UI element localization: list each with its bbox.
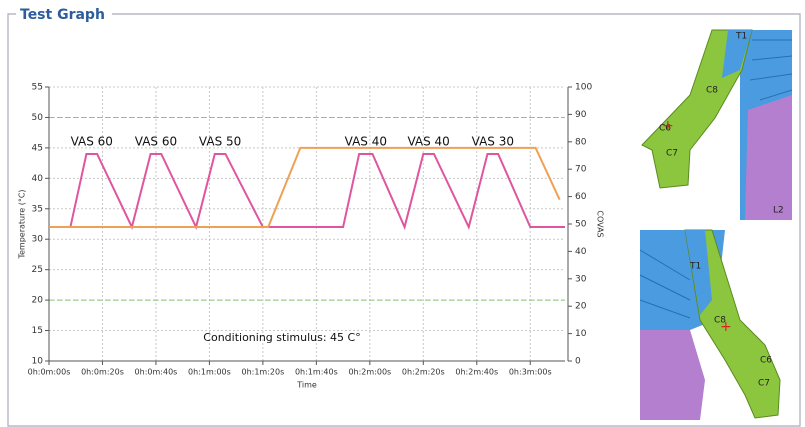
y-tick-label: 40 xyxy=(32,174,44,184)
y2-tick-label: 100 xyxy=(575,83,592,93)
dermatome-label: C7 xyxy=(758,379,770,389)
y-tick-label: 10 xyxy=(32,357,44,367)
x-tick-label: 0h:3m:00s xyxy=(509,368,552,377)
y2-tick-label: 70 xyxy=(575,165,587,175)
annotation: VAS 30 xyxy=(472,134,514,148)
panel-title: Test Graph xyxy=(20,7,105,23)
y-axis-label: Temperature (°C) xyxy=(18,189,27,259)
annotation: VAS 50 xyxy=(199,134,241,148)
series-line xyxy=(49,146,561,229)
x-tick-label: 0h:1m:40s xyxy=(295,368,338,377)
y2-tick-label: 60 xyxy=(575,192,587,202)
y2-tick-label: 50 xyxy=(575,220,587,230)
y2-tick-label: 0 xyxy=(575,357,581,367)
annotation: VAS 60 xyxy=(135,134,177,148)
x-axis-label: Time xyxy=(296,381,317,390)
y2-tick-label: 80 xyxy=(575,137,587,147)
y-tick-label: 30 xyxy=(32,235,44,245)
y-tick-label: 55 xyxy=(32,83,43,93)
y-tick-label: 50 xyxy=(32,113,44,123)
dermatome-label: C6 xyxy=(760,356,772,366)
y-tick-label: 15 xyxy=(32,326,43,336)
dermatome-label: T1 xyxy=(689,262,701,272)
y-tick-label: 25 xyxy=(32,265,43,275)
x-tick-label: 0h:2m:00s xyxy=(348,368,391,377)
x-tick-label: 0h:1m:00s xyxy=(188,368,231,377)
dermatome-label: C8 xyxy=(714,316,726,326)
annotation: VAS 60 xyxy=(71,134,113,148)
x-tick-label: 0h:1m:20s xyxy=(241,368,284,377)
y2-tick-label: 30 xyxy=(575,274,587,284)
annotation: VAS 40 xyxy=(407,134,449,148)
dermatome-label: C7 xyxy=(666,149,678,159)
series-line xyxy=(49,152,565,231)
y2-tick-label: 40 xyxy=(575,247,587,257)
y2-tick-label: 20 xyxy=(575,302,587,312)
plot-area xyxy=(49,87,565,361)
body-map-lower xyxy=(639,229,781,420)
annotation: VAS 40 xyxy=(345,134,387,148)
y-tick-label: 45 xyxy=(32,143,43,153)
x-tick-label: 0h:2m:20s xyxy=(402,368,445,377)
dermatome-label: C8 xyxy=(706,86,718,96)
body-map-upper xyxy=(641,29,793,220)
marker: + xyxy=(720,319,732,335)
x-tick-label: 0h:0m:40s xyxy=(135,368,178,377)
note: Conditioning stimulus: 45 C° xyxy=(203,331,360,344)
x-tick-label: 0h:2m:40s xyxy=(455,368,498,377)
dermatome-label: L2 xyxy=(773,206,784,216)
dermatome-label: C6 xyxy=(659,124,671,134)
y2-tick-label: 90 xyxy=(575,110,587,120)
marker: + xyxy=(662,118,674,134)
dermatome-label: T1 xyxy=(735,32,747,42)
y2-axis-label: COVAS xyxy=(596,210,605,237)
chart: 10 15 20 25 30 35 40 45 50 55 0 10 20 30 40 50 60 70 80 90 1… xyxy=(18,83,605,390)
panel-frame xyxy=(7,13,801,427)
y-tick-label: 20 xyxy=(32,296,44,306)
x-tick-label: 0h:0m:20s xyxy=(81,368,124,377)
y-tick-label: 35 xyxy=(32,204,43,214)
x-tick-label: 0h:0m:00s xyxy=(28,368,71,377)
y2-tick-label: 10 xyxy=(575,329,587,339)
